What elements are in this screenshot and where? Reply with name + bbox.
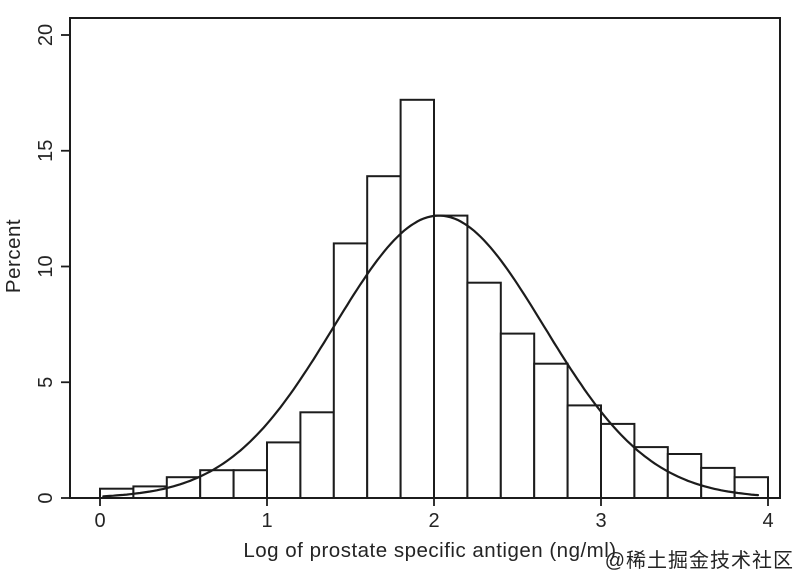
histogram-bar <box>600 422 636 499</box>
histogram-bar <box>366 175 402 499</box>
histogram-bar <box>499 332 536 499</box>
histogram-bar <box>332 242 369 499</box>
normal-curve-layer <box>102 214 760 498</box>
histogram-bar <box>633 446 669 500</box>
y-tick-label: 20 <box>35 24 57 46</box>
x-axis-title: Log of prostate specific antigen (ng/ml) <box>243 539 616 562</box>
x-tick-label: 1 <box>261 510 272 532</box>
histogram-bar <box>433 214 469 499</box>
y-tick-label: 10 <box>35 255 57 277</box>
histogram-bar <box>299 411 335 499</box>
histogram-bar <box>399 98 436 500</box>
histogram-bar <box>266 441 302 499</box>
histogram-bars <box>99 98 769 500</box>
x-tick-label: 2 <box>428 510 439 532</box>
histogram-bar <box>566 404 602 499</box>
y-tick-label: 15 <box>35 140 57 162</box>
x-tick-label: 4 <box>762 510 773 532</box>
y-tick-label: 5 <box>35 377 57 388</box>
normal-curve <box>102 214 760 498</box>
x-tick-label: 0 <box>94 510 105 532</box>
plot-border <box>69 17 781 499</box>
histogram-bar <box>700 466 736 499</box>
axes-layer <box>61 17 781 506</box>
watermark: @稀土掘金技术社区 <box>605 549 794 572</box>
histogram-bar <box>232 469 269 500</box>
tick-labels-layer: 0 5 10 15 20 0 1 2 3 4 <box>35 24 774 532</box>
histogram-bar <box>466 281 502 500</box>
histogram-bar <box>533 362 569 500</box>
y-axis-title: Percent <box>2 219 25 293</box>
y-tick-label: 0 <box>35 492 57 503</box>
x-tick-label: 3 <box>595 510 606 532</box>
histogram-bar <box>666 453 703 499</box>
